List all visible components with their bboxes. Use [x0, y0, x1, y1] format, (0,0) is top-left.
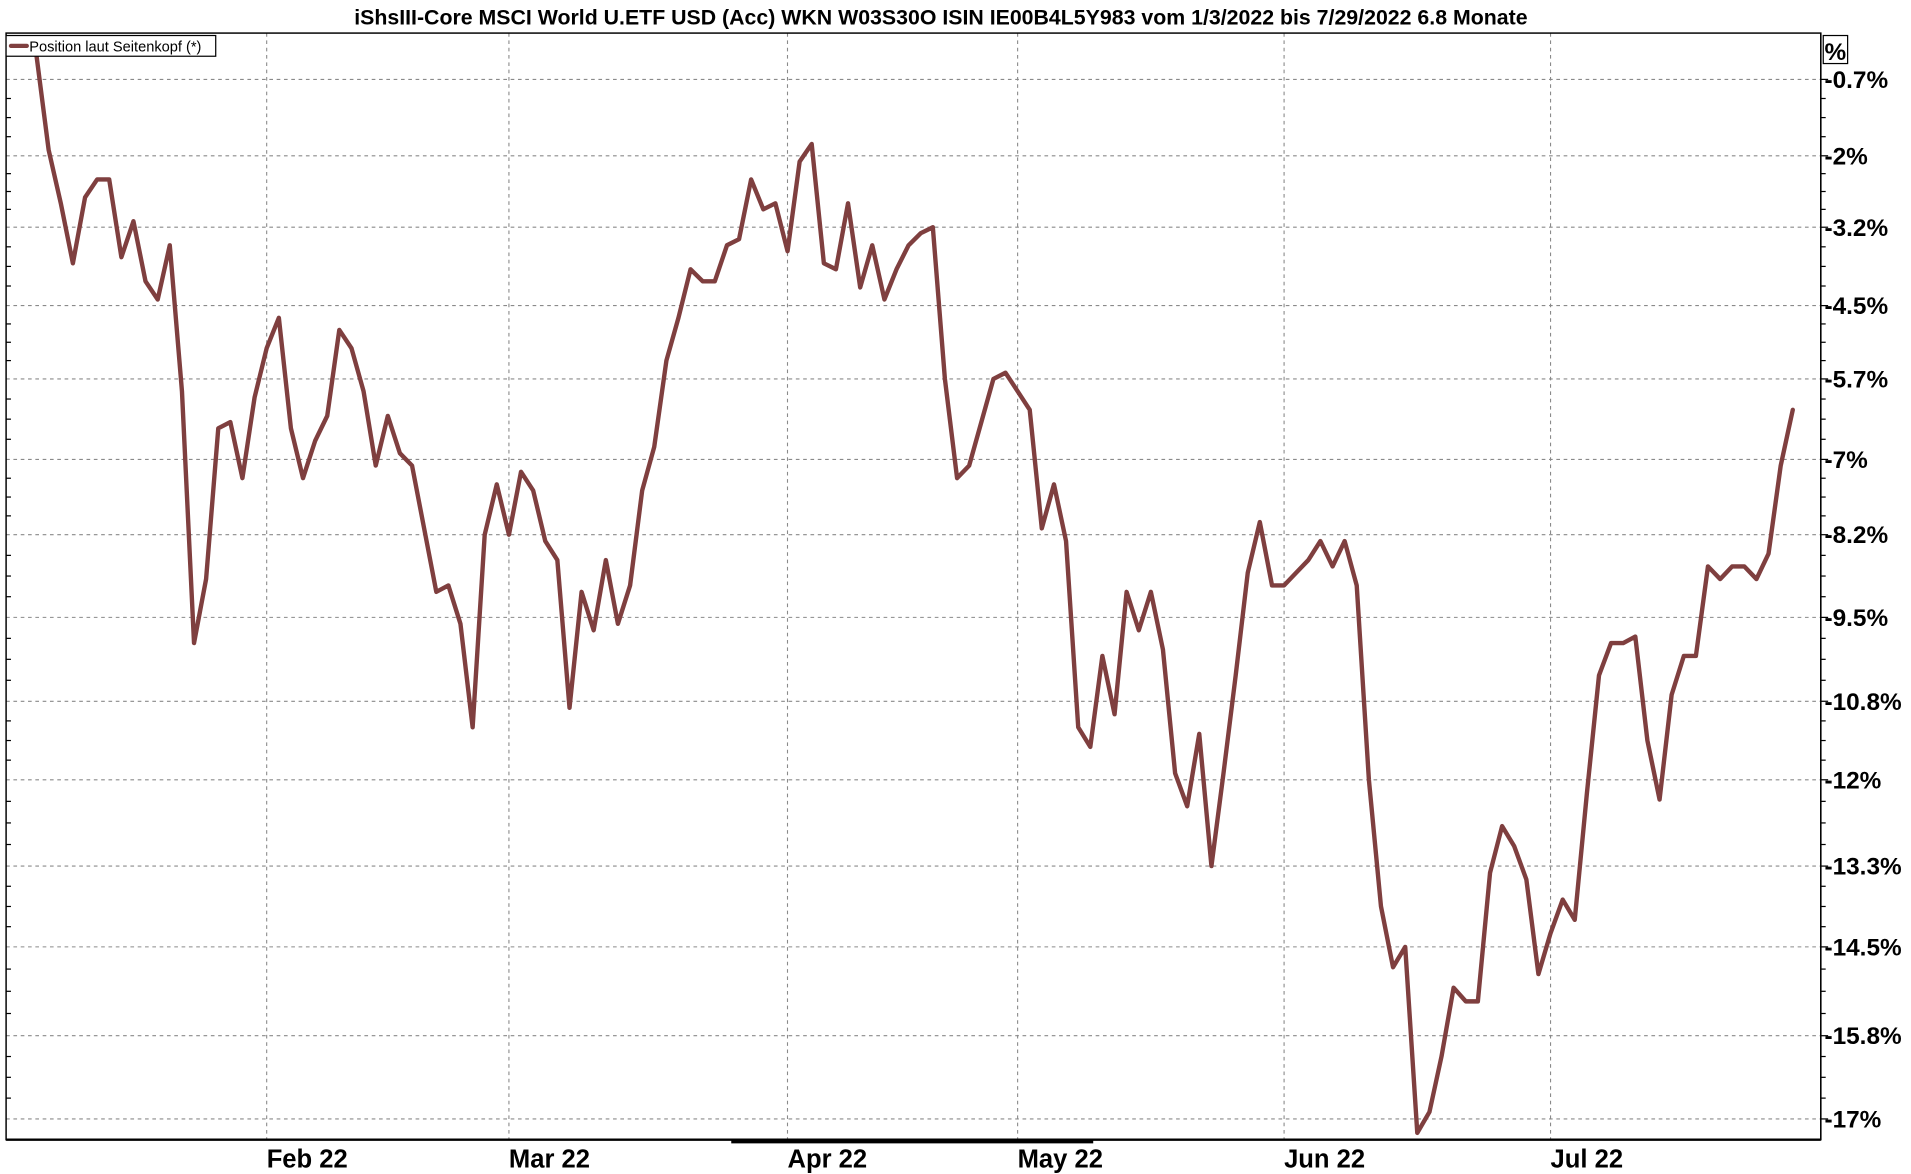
y-tick-label: -17%: [1824, 1106, 1881, 1133]
y-tick-label: -5.7%: [1824, 366, 1888, 393]
series-line: [34, 53, 1795, 1136]
y-tick-label: -15.8%: [1824, 1023, 1902, 1050]
x-tick-label: Jul 22: [1551, 1146, 1624, 1174]
x-tick-label: Jun 22: [1284, 1146, 1365, 1174]
plot-frame: [5, 32, 1822, 1141]
legend-label: Position laut Seitenkopf (*): [29, 39, 201, 55]
y-tick-label: -14.5%: [1824, 934, 1902, 961]
y-tick-label: -3.2%: [1824, 215, 1888, 242]
y-tick-label: -8.2%: [1824, 522, 1888, 549]
x-tick-label: Apr 22: [787, 1146, 867, 1174]
minor-ticks: [6, 97, 1826, 1099]
y-unit-box: %: [1822, 34, 1849, 66]
x-tick-label: Mar 22: [509, 1146, 590, 1174]
y-tick-label: -4.5%: [1824, 293, 1888, 320]
y-tick-label: -10.8%: [1824, 689, 1902, 716]
chart-title: iShsIII-Core MSCI World U.ETF USD (Acc) …: [354, 6, 1528, 30]
grid: [6, 33, 1821, 1140]
y-tick-label: -9.5%: [1824, 605, 1888, 632]
y-unit-label: %: [1824, 39, 1846, 66]
y-axis-ticks: -0.7% -2% -3.2% -4.5% -5.7% -7% -8.2% -9.5% -10.…: [1820, 67, 1902, 1133]
y-tick-label: -0.7%: [1824, 67, 1888, 94]
x-axis-ticks: Feb 22 Mar 22 Apr 22 May 22 Jun 22 Jul 22: [267, 1146, 1623, 1174]
x-tick-label: May 22: [1018, 1146, 1103, 1174]
y-tick-label: -12%: [1824, 767, 1881, 794]
x-tick-label: Feb 22: [267, 1146, 348, 1174]
legend: Position laut Seitenkopf (*): [5, 34, 217, 57]
y-tick-label: -2%: [1824, 143, 1868, 170]
y-tick-label: -13.3%: [1824, 854, 1902, 881]
y-tick-label: -7%: [1824, 447, 1868, 474]
